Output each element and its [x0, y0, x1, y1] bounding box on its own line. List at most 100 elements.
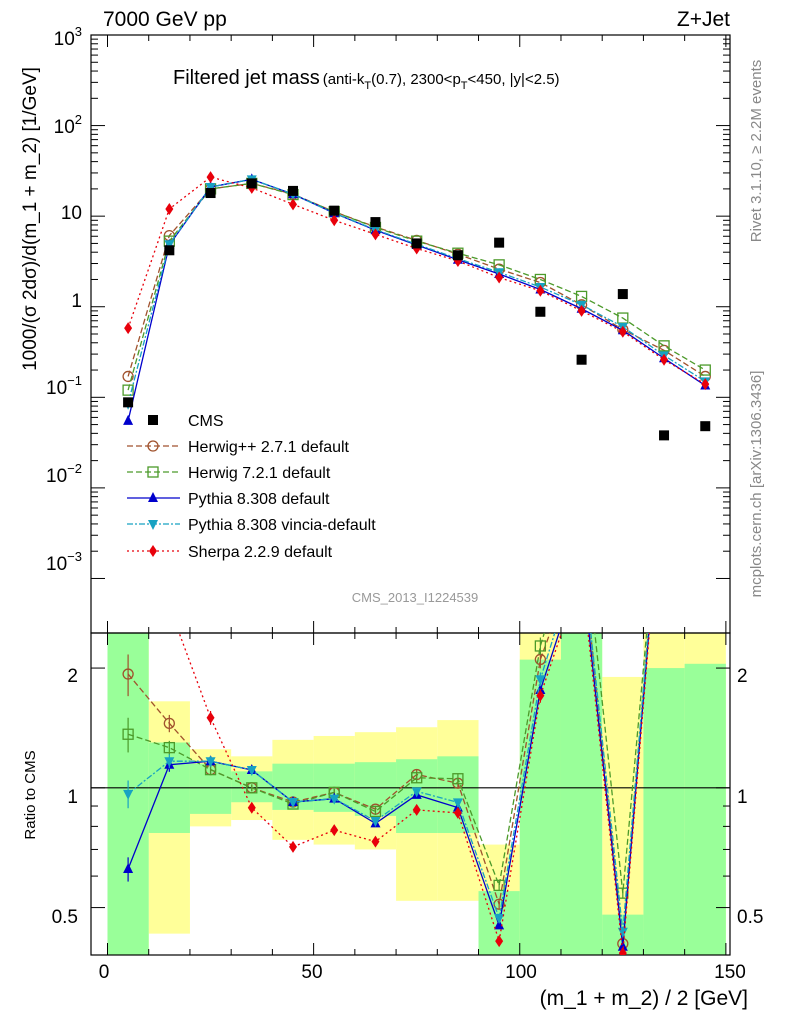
point-cms-2: [205, 188, 216, 199]
process-name-label: Z+Jet: [677, 8, 730, 31]
ratio-point-pythia-8-308-default-0: [123, 863, 134, 874]
ratio-point-sherpa-2-2-9-default-6: [371, 835, 380, 848]
ratio-tick-label-1-left: 1: [67, 787, 78, 808]
point-herwig-2-7-1-default-0: [122, 370, 134, 383]
svg-text:Pythia 8.308 default: Pythia 8.308 default: [188, 491, 330, 508]
series-line-herwig-2-7-1-default: [127, 182, 706, 377]
point-sherpa-2-2-9-default-1: [165, 202, 174, 215]
point-sherpa-2-2-9-default-2: [206, 171, 215, 184]
ratio-point-herwig-7-2-1-default-7: [411, 772, 423, 784]
ratio-point-herwig-7-2-1-default-8: [452, 773, 464, 785]
y-axis-label-ratio: Ratio to CMS: [22, 750, 39, 839]
point-cms-4: [288, 185, 299, 196]
rivet-version-label: Rivet 3.1.10, ≥ 2.2M events: [748, 60, 765, 243]
svg-text:Herwig++ 2.7.1 default: Herwig++ 2.7.1 default: [188, 439, 350, 456]
point-pythia-8-308-vincia-default-1: [164, 240, 175, 251]
ratio-series-group: [122, 633, 650, 955]
point-cms-0: [123, 397, 134, 408]
x-axis-label: (m_1 + m_2) / 2 [GeV]: [540, 987, 748, 1010]
point-herwig-7-2-1-default-14: [699, 364, 711, 376]
point-cms-13: [659, 430, 670, 441]
ratio-point-pythia-8-308-vincia-default-4: [288, 798, 299, 809]
point-cms-7: [411, 238, 422, 249]
point-cms-11: [576, 354, 587, 365]
point-cms-6: [370, 217, 381, 228]
ratio-point-pythia-8-308-vincia-default-6: [370, 816, 381, 827]
ratio-point-sherpa-2-2-9-default-4: [289, 840, 298, 853]
tick-marks: [91, 34, 730, 955]
legend-marker-cms: [148, 415, 158, 425]
point-sherpa-2-2-9-default-4: [289, 198, 298, 211]
ratio-tick-label-05-left: 0.5: [52, 907, 78, 928]
ratio-point-sherpa-2-2-9-default-3: [247, 801, 256, 814]
series-line-pythia-8-308-default: [127, 178, 706, 421]
svg-text:CMS: CMS: [188, 413, 224, 430]
legend-entry-pythia: Pythia 8.308 default: [127, 491, 330, 508]
legend-marker-pythia-8-308-vincia-default: [148, 520, 158, 530]
ratio-line-sherpa-2-2-9-default: [178, 633, 650, 954]
ratio-uncertainty-bands: [91, 633, 730, 955]
ratio-band-inner-8: [437, 756, 479, 833]
svg-text:Sherpa 2.2.9 default: Sherpa 2.2.9 default: [188, 544, 333, 561]
ratio-point-pythia-8-308-vincia-default-9: [494, 914, 505, 925]
x-tick-label-50: 50: [301, 962, 322, 983]
y-tick-label-1e-1: 10−1: [46, 373, 82, 399]
y-axis-ticks-main: 103 102 10 1 10−1 10−2 10−3: [46, 24, 82, 575]
ratio-point-pythia-8-308-default-9: [494, 919, 505, 930]
series-line-sherpa-2-2-9-default: [127, 176, 706, 385]
point-sherpa-2-2-9-default-0: [124, 322, 133, 335]
legend-marker-herwig-2-7-1-default: [147, 440, 159, 452]
point-pythia-8-308-default-0: [123, 414, 134, 425]
x-axis-ticks: 0 50 100 150: [99, 962, 746, 983]
ratio-point-herwig-7-2-1-default-0: [122, 728, 134, 740]
ratio-band-inner-13: [643, 668, 685, 955]
y-tick-label-1e3: 103: [54, 24, 82, 50]
y-tick-label-1e-3: 10−3: [46, 549, 82, 575]
point-sherpa-2-2-9-default-6: [371, 228, 380, 241]
plot-title: Filtered jet mass (anti-kT(0.7), 2300<pT<…: [173, 67, 560, 92]
point-cms-12: [617, 289, 628, 300]
y-axis-ticks-ratio: 2 1 0.5 2 1 0.5: [52, 666, 764, 928]
series-line-pythia-8-308-vincia-default: [127, 178, 706, 404]
ratio-point-pythia-8-308-vincia-default-10: [535, 675, 546, 686]
ratio-point-sherpa-2-2-9-default-10: [536, 689, 545, 702]
ratio-point-herwig-2-7-1-default-0: [122, 668, 134, 680]
legend-marker-pythia-8-308-default: [148, 492, 158, 502]
analysis-watermark: CMS_2013_I1224539: [352, 590, 479, 605]
x-tick-label-150: 150: [714, 962, 746, 983]
point-sherpa-2-2-9-default-5: [330, 214, 339, 227]
legend-entry-herwigpp: Herwig++ 2.7.1 default: [127, 439, 350, 456]
legend-marker-sherpa-2-2-9-default: [149, 545, 157, 557]
y-tick-label-1e-2: 10−2: [46, 461, 82, 487]
ratio-point-pythia-8-308-vincia-default-5: [329, 794, 340, 805]
ratio-point-herwig-7-2-1-default-6: [369, 805, 382, 818]
ratio-point-pythia-8-308-vincia-default-0: [123, 789, 134, 800]
ratio-point-pythia-8-308-vincia-default-7: [411, 787, 422, 798]
ratio-point-sherpa-2-2-9-default-9: [495, 935, 504, 948]
legend-marker-herwig-7-2-1-default: [147, 466, 159, 478]
x-tick-label-100: 100: [505, 962, 537, 983]
point-sherpa-2-2-9-default-10: [536, 284, 545, 297]
ratio-tick-label-1-right: 1: [737, 787, 748, 808]
legend-entry-herwig7: Herwig 7.2.1 default: [127, 465, 331, 482]
ratio-point-sherpa-2-2-9-default-5: [330, 824, 339, 837]
ratio-point-pythia-8-308-vincia-default-3: [246, 765, 257, 776]
y-tick-label-1e2: 102: [54, 112, 82, 138]
ratio-tick-label-05-right: 0.5: [737, 907, 763, 928]
ratio-point-herwig-7-2-1-default-10: [534, 640, 547, 652]
point-sherpa-2-2-9-default-14: [701, 378, 710, 391]
ratio-band-inner-14: [684, 663, 726, 955]
y-tick-label-1: 1: [71, 291, 82, 312]
main-plot-frame: [90, 34, 731, 634]
ratio-point-sherpa-2-2-9-default-2: [206, 711, 215, 724]
ratio-point-pythia-8-308-default-12: [617, 940, 628, 951]
ratio-point-herwig-2-7-1-default-1: [163, 717, 175, 729]
ratio-point-pythia-8-308-vincia-default-8: [452, 798, 463, 809]
point-pythia-8-308-vincia-default-2: [205, 182, 216, 193]
svg-text:Pythia 8.308 vincia-default: Pythia 8.308 vincia-default: [188, 517, 376, 534]
ratio-tick-label-2-right: 2: [737, 666, 748, 687]
legend-entry-pythia-vincia: Pythia 8.308 vincia-default: [127, 517, 376, 534]
point-cms-5: [329, 205, 340, 216]
ratio-point-pythia-8-308-vincia-default-1: [164, 757, 175, 768]
